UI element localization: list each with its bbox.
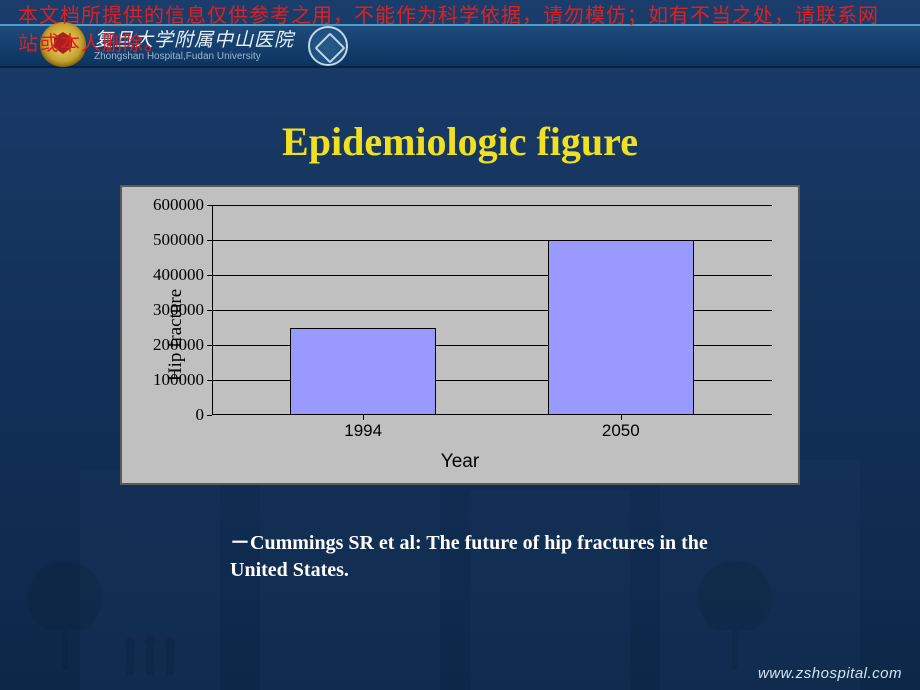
chart-y-tick xyxy=(207,275,212,276)
chart-bar xyxy=(548,240,694,415)
chart-x-tick-label: 1994 xyxy=(344,421,382,441)
chart-y-tick xyxy=(207,205,212,206)
chart-y-tick xyxy=(207,240,212,241)
chart-x-axis-title: Year xyxy=(441,451,479,473)
chart-y-tick-label: 200000 xyxy=(153,335,204,355)
disclaimer-text: 本文档所提供的信息仅供参考之用，不能作为科学依据，请勿模仿；如有不当之处，请联系… xyxy=(18,2,890,58)
chart-plot-area: 0100000200000300000400000500000600000199… xyxy=(212,205,772,415)
chart-x-tick xyxy=(363,415,364,420)
footer-url: www.zshospital.com xyxy=(758,665,902,682)
chart-y-tick xyxy=(207,345,212,346)
citation-text: －Cummings SR et al: The future of hip fr… xyxy=(230,530,760,584)
chart-y-tick xyxy=(207,415,212,416)
chart-bar xyxy=(290,328,436,416)
slide-title: Epidemiologic figure xyxy=(0,118,920,165)
background-people xyxy=(120,635,200,675)
chart-y-tick-label: 400000 xyxy=(153,265,204,285)
chart-container: Hip fracture 010000020000030000040000050… xyxy=(120,185,800,485)
citation-dash: － xyxy=(230,532,250,554)
chart-x-tick-label: 2050 xyxy=(602,421,640,441)
chart-y-tick-label: 300000 xyxy=(153,300,204,320)
citation-body: Cummings SR et al: The future of hip fra… xyxy=(230,532,708,581)
chart-y-tick xyxy=(207,310,212,311)
chart-x-tick xyxy=(621,415,622,420)
background-tree-left xyxy=(20,550,110,670)
chart-y-tick-label: 600000 xyxy=(153,195,204,215)
chart-y-tick-label: 500000 xyxy=(153,230,204,250)
chart-y-tick-label: 100000 xyxy=(153,370,204,390)
chart-y-tick xyxy=(207,380,212,381)
chart-gridline xyxy=(212,205,772,206)
chart-y-tick-label: 0 xyxy=(196,405,205,425)
